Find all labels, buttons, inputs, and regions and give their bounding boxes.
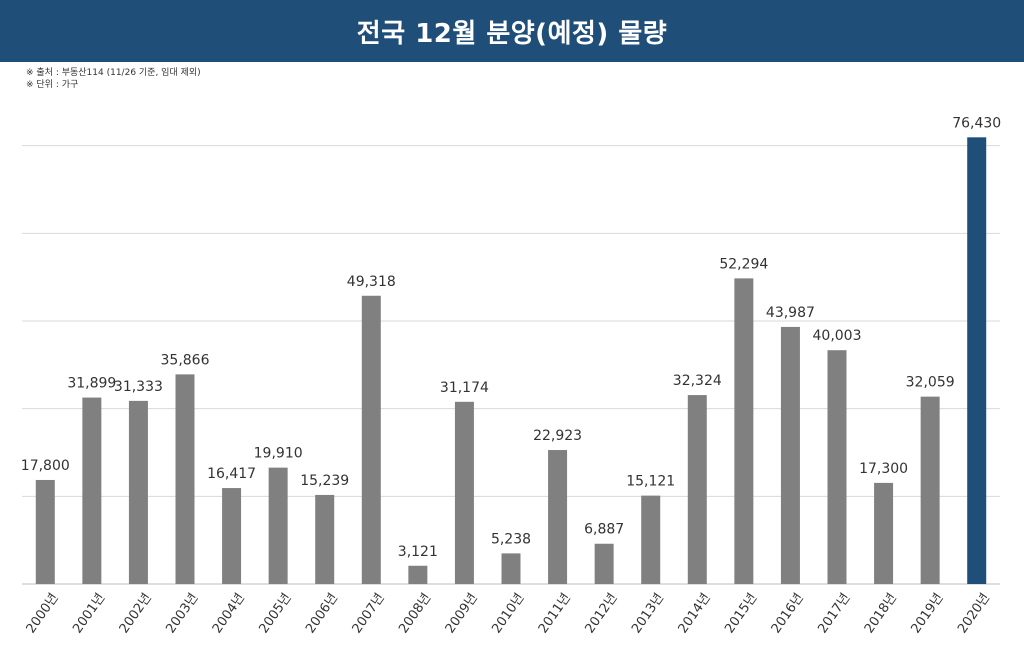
x-tick-label: 2000년 [24,591,62,637]
bar-2020년 [967,137,987,584]
bar-2000년 [35,479,55,584]
bar-2016년 [780,326,800,584]
data-label: 31,899 [67,376,116,392]
data-label: 31,333 [114,379,163,395]
source-note: ※ 출처 : 부동산114 (11/26 기준, 임대 제외) [26,68,201,78]
data-label: 76,430 [952,115,1001,131]
x-tick-label: 2003년 [163,591,201,637]
data-label: 52,294 [719,256,768,272]
x-tick-label: 2017년 [815,591,853,637]
x-tick-label: 2007년 [350,591,388,637]
bar-2008년 [408,565,428,584]
x-tick-label: 2018년 [862,591,900,637]
bar-2018년 [874,482,894,584]
data-label: 17,800 [21,458,70,474]
data-label: 40,003 [813,328,862,344]
data-label: 15,121 [626,474,675,490]
bar-2005년 [268,467,288,584]
x-tick-label: 2019년 [909,591,947,637]
data-label: 31,174 [440,380,489,396]
x-tick-label: 2015년 [722,591,760,637]
chart-title: 전국 12월 분양(예정) 물량 [356,18,668,49]
bar-2002년 [128,400,148,584]
data-label: 22,923 [533,428,582,444]
unit-note: ※ 단위 : 가구 [26,80,79,90]
x-tick-label: 2011년 [536,591,574,637]
bar-2007년 [361,295,381,584]
x-tick-label: 2001년 [70,591,108,637]
data-label: 35,866 [161,352,210,368]
bar-2006년 [315,494,335,584]
bar-2009년 [454,401,474,584]
bar-2011년 [548,450,568,584]
bar-2003년 [175,374,195,584]
x-tick-label: 2006년 [303,591,341,637]
data-label: 6,887 [584,522,624,538]
bar-2012년 [594,543,614,584]
data-label: 16,417 [207,466,256,482]
x-tick-label: 2008년 [396,591,434,637]
x-tick-label: 2016년 [769,591,807,637]
bar-2013년 [641,495,661,584]
data-label: 32,324 [673,373,722,389]
x-tick-label: 2009년 [443,591,481,637]
data-label: 5,238 [491,531,531,547]
x-tick-label: 2012년 [583,591,621,637]
bar-2017년 [827,350,847,584]
bar-2001년 [82,397,102,584]
data-label: 49,318 [347,274,396,290]
chart-title-bar: 전국 12월 분양(예정) 물량 [0,0,1024,62]
bar-2014년 [687,395,707,584]
bar-2004년 [222,488,242,584]
bar-2019년 [920,396,940,584]
chart-notes: ※ 출처 : 부동산114 (11/26 기준, 임대 제외) ※ 단위 : 가… [26,67,201,91]
data-label: 19,910 [254,446,303,462]
bar-2015년 [734,278,754,584]
data-label: 3,121 [398,544,438,560]
data-label: 17,300 [859,461,908,477]
x-tick-label: 2005년 [257,591,295,637]
data-label: 15,239 [300,473,349,489]
x-tick-label: 2002년 [117,591,155,637]
x-tick-label: 2014년 [676,591,714,637]
x-tick-label: 2013년 [629,591,667,637]
x-tick-label: 2020년 [955,591,993,637]
data-label: 32,059 [906,375,955,391]
data-label: 43,987 [766,305,815,321]
x-tick-label: 2004년 [210,591,248,637]
bar-2010년 [501,553,521,584]
x-tick-label: 2010년 [489,591,527,637]
